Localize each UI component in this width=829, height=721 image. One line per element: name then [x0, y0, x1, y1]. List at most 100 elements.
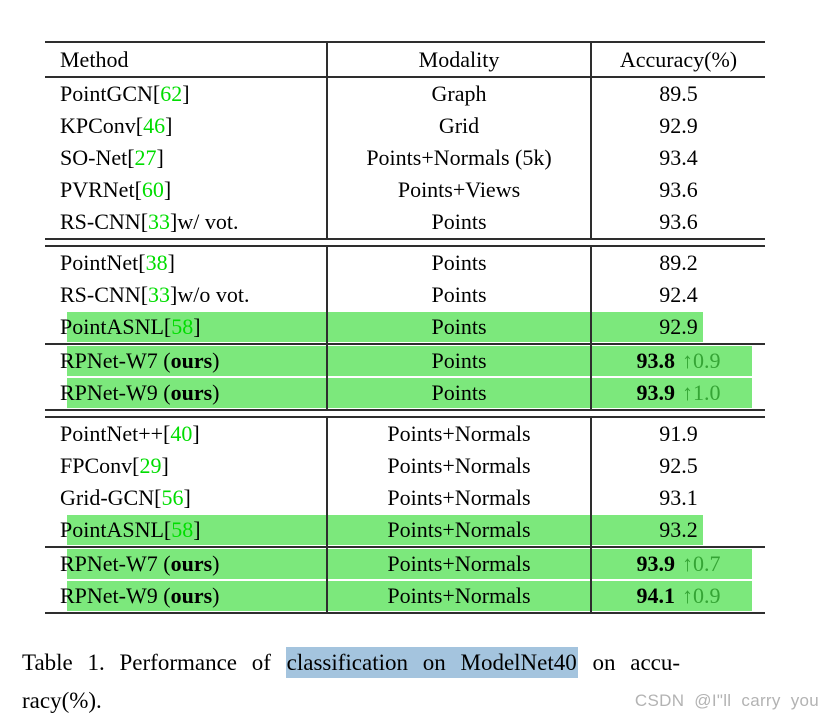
table-row: KPConv [46] Grid 92.9 [45, 110, 765, 142]
accuracy-value: 91.9 [659, 421, 698, 446]
table-row: RPNet-W7 (ours) Points+Normals 93.9 ↑0.7 [45, 548, 765, 580]
table-row: PointASNL [58] Points 92.9 [45, 311, 765, 343]
accuracy-value: 92.9 [659, 113, 698, 138]
modality-cell: Points+Normals [328, 418, 592, 450]
table-row: RS-CNN [33] w/ vot. Points 93.6 [45, 206, 765, 238]
method-cell: PointGCN [62] [45, 78, 328, 110]
cite-bracket-open: [ [135, 113, 144, 138]
method-name: PointASNL [60, 314, 164, 339]
row-highlight [67, 346, 752, 376]
table-caption: Table 1. Performance of classification o… [22, 647, 812, 716]
cite-bracket-open: [ [127, 145, 135, 170]
method-cell: PointNet [38] [45, 247, 328, 279]
method-suffix: ) [212, 380, 220, 405]
cite-bracket-open: [ [163, 517, 172, 542]
method-cell: RS-CNN [33] w/o vot. [45, 279, 328, 311]
method-cell: PointASNL [58] [45, 514, 328, 546]
method-cell: FPConv [29] [45, 450, 328, 482]
method-name: RS-CNN [60, 209, 141, 234]
method-cell: Grid-GCN [56] [45, 482, 328, 514]
accuracy-cell: 93.6 [592, 174, 765, 206]
citation-ref: 40 [170, 421, 193, 446]
cite-bracket-close: ] [161, 453, 169, 478]
method-name: FPConv [60, 453, 133, 478]
cite-bracket-close: ] [192, 421, 200, 446]
table-row: PVRNet [60] Points+Views 93.6 [45, 174, 765, 206]
table-row: PointNet [38] Points 89.2 [45, 247, 765, 279]
method-cell: RPNet-W7 (ours) [45, 548, 328, 580]
table-row: SO-Net [27] Points+Normals (5k) 93.4 [45, 142, 765, 174]
table-row: Grid-GCN [56] Points+Normals 93.1 [45, 482, 765, 514]
method-cell: SO-Net [27] [45, 142, 328, 174]
accuracy-cell: 94.1 ↑0.9 [592, 580, 765, 612]
accuracy-value: 89.5 [659, 81, 698, 106]
accuracy-value: 93.9 [636, 380, 676, 405]
cite-bracket-close: ] [193, 517, 201, 542]
modality-cell: Points+Normals (5k) [328, 142, 592, 174]
cite-bracket-open: [ [138, 250, 146, 275]
citation-ref: 62 [160, 81, 183, 106]
modality-cell: Points+Normals [328, 580, 592, 612]
modality-cell: Points+Normals [328, 514, 592, 546]
method-ours-label: ours [170, 348, 213, 373]
results-table: Method Modality Accuracy(%) PointGCN [62] Gr… [45, 41, 765, 614]
citation-ref: 46 [143, 113, 166, 138]
row-highlight [67, 312, 703, 342]
accuracy-value: 89.2 [659, 250, 698, 275]
accuracy-cell: 91.9 [592, 418, 765, 450]
method-cell: PointASNL [58] [45, 311, 328, 343]
modality-cell: Points [328, 247, 592, 279]
method-name: RPNet-W9 ( [60, 380, 171, 405]
citation-ref: 33 [148, 209, 171, 234]
cite-bracket-open: [ [140, 282, 149, 307]
caption-selection-highlight: classification on ModelNet40 [285, 647, 578, 678]
method-cell: PointNet++ [40] [45, 418, 328, 450]
accuracy-value: 93.4 [659, 145, 698, 170]
method-name: RS-CNN [60, 282, 141, 307]
accuracy-cell: 93.9 ↑0.7 [592, 548, 765, 580]
header-method: Method [45, 43, 328, 76]
accuracy-delta: ↑1.0 [682, 380, 721, 405]
table-row: RPNet-W9 (ours) Points 93.9 ↑1.0 [45, 377, 765, 409]
method-name: PointNet [60, 250, 139, 275]
cite-bracket-close: ] [170, 209, 178, 234]
modality-cell: Points+Normals [328, 482, 592, 514]
cite-bracket-close: ] [170, 282, 178, 307]
accuracy-value: 92.9 [659, 314, 698, 339]
cite-bracket-open: [ [152, 81, 161, 106]
cite-bracket-close: ] [163, 177, 172, 202]
method-name: PointASNL [60, 517, 164, 542]
method-name: RPNet-W7 ( [60, 551, 171, 576]
row-highlight [67, 581, 752, 611]
row-highlight [67, 549, 752, 579]
accuracy-value: 93.6 [659, 209, 698, 234]
accuracy-delta: ↑0.7 [682, 551, 721, 576]
modality-cell: Points [328, 377, 592, 409]
modality-cell: Points [328, 279, 592, 311]
section-separator [45, 238, 765, 247]
method-suffix: w/o vot. [177, 282, 250, 307]
method-name: PointGCN [60, 81, 153, 106]
accuracy-cell: 89.2 [592, 247, 765, 279]
accuracy-cell: 93.8 ↑0.9 [592, 345, 765, 377]
modality-cell: Graph [328, 78, 592, 110]
method-name: RPNet-W7 ( [60, 348, 171, 373]
modality-cell: Points+Normals [328, 450, 592, 482]
citation-ref: 33 [148, 282, 171, 307]
method-name: KPConv [60, 113, 136, 138]
method-suffix: ) [212, 583, 220, 608]
accuracy-cell: 92.4 [592, 279, 765, 311]
citation-ref: 58 [171, 314, 194, 339]
method-name: SO-Net [60, 145, 128, 170]
caption-text-post: on accu- [577, 650, 681, 675]
accuracy-value: 93.8 [636, 348, 676, 373]
method-name: PointNet++ [60, 421, 164, 446]
method-name: RPNet-W9 ( [60, 583, 171, 608]
cite-bracket-close: ] [183, 485, 191, 510]
method-cell: RS-CNN [33] w/ vot. [45, 206, 328, 238]
row-highlight [67, 515, 703, 545]
citation-ref: 58 [171, 517, 194, 542]
method-suffix: w/ vot. [177, 209, 239, 234]
cite-bracket-open: [ [134, 177, 142, 202]
